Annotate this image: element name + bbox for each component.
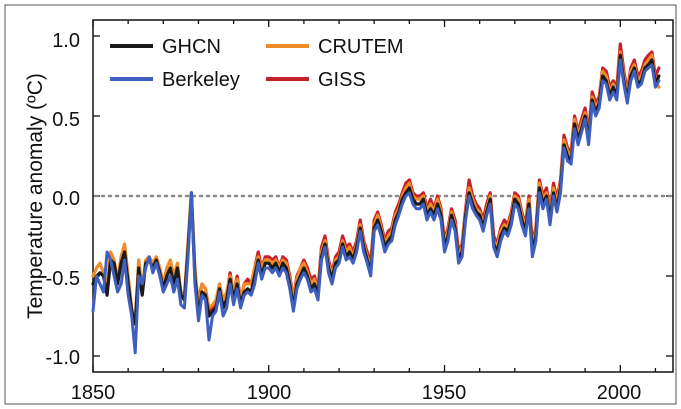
x-tick-label: 2000 [597, 382, 642, 404]
series-lines [91, 42, 661, 355]
y-tick-label: 0.5 [52, 109, 80, 131]
y-tick-label: 0.0 [52, 188, 80, 210]
y-tick-label: -0.5 [46, 268, 80, 290]
x-tick-labels: 1850 1900 1950 2000 [71, 382, 642, 404]
y-tick-label: -1.0 [46, 347, 80, 369]
legend-label-ghcn: GHCN [162, 36, 221, 58]
legend-label-berkeley: Berkeley [162, 69, 240, 91]
y-tick-label: 1.0 [52, 30, 80, 52]
x-tick-label: 1850 [71, 382, 116, 404]
y-axis-label: Temperature anomaly (ºC) [24, 73, 47, 319]
x-tick-label: 1900 [247, 382, 292, 404]
tick-marks [92, 20, 673, 372]
legend: GHCN Berkeley CRUTEM GISS [110, 36, 404, 91]
y-tick-labels: 1.0 0.5 0.0 -0.5 -1.0 [46, 30, 80, 369]
legend-label-crutem: CRUTEM [318, 36, 404, 58]
x-tick-label: 1950 [422, 382, 467, 404]
figure-border [4, 4, 677, 405]
legend-label-giss: GISS [318, 69, 366, 91]
series-line-berkeley [91, 58, 661, 355]
